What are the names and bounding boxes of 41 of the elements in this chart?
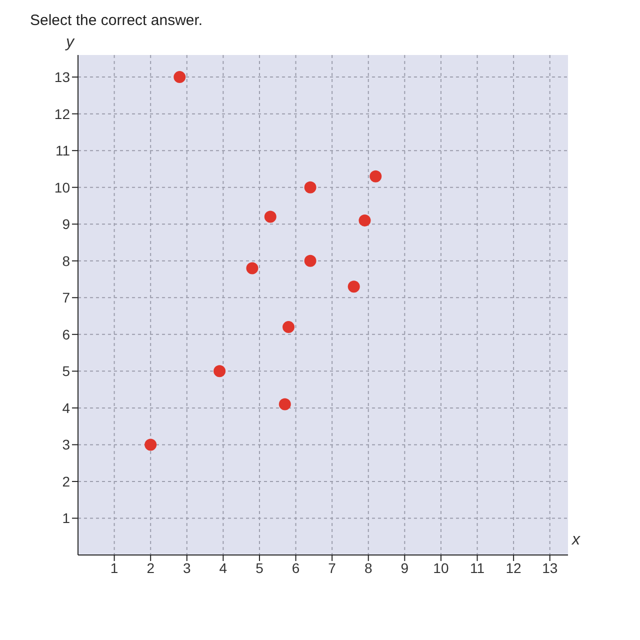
point <box>304 254 316 267</box>
y-axis-title: y <box>65 34 75 51</box>
x-tick-label: 12 <box>506 560 522 576</box>
point <box>348 280 360 293</box>
y-tick-label: 2 <box>62 473 70 490</box>
x-tick-label: 2 <box>146 560 155 576</box>
point <box>282 321 295 334</box>
x-tick-label: 10 <box>433 560 449 576</box>
point <box>144 438 157 451</box>
x-tick-label: 9 <box>400 560 409 576</box>
point <box>246 262 258 274</box>
point <box>264 210 276 223</box>
x-tick-label: 4 <box>219 560 228 576</box>
y-tick-label: 7 <box>62 290 70 306</box>
point <box>370 170 382 182</box>
x-tick-label: 6 <box>292 560 300 576</box>
x-tick-label: 8 <box>364 560 372 576</box>
x-axis-title: x <box>571 531 581 548</box>
y-tick-label: 9 <box>62 216 70 232</box>
y-tick-label: 8 <box>62 252 70 269</box>
y-tick-label: 3 <box>62 436 70 453</box>
point <box>358 214 371 226</box>
y-tick-label: 13 <box>54 69 70 86</box>
point <box>304 181 316 194</box>
x-tick-label: 1 <box>110 560 118 576</box>
point <box>278 398 291 410</box>
x-tick-label: 13 <box>542 560 558 576</box>
point <box>214 365 226 378</box>
y-tick-label: 10 <box>54 179 70 196</box>
y-tick-label: 12 <box>54 106 70 122</box>
point <box>174 71 186 84</box>
y-tick-label: 6 <box>62 326 70 342</box>
y-tick-label: 11 <box>55 142 70 159</box>
x-tick-label: 3 <box>182 560 191 576</box>
x-tick-label: 7 <box>328 560 336 576</box>
chart-title: Select the correct answer. <box>29 11 204 31</box>
x-tick-label: 5 <box>256 560 264 576</box>
y-tick-label: 1 <box>62 510 70 526</box>
y-tick-label: 4 <box>62 400 70 416</box>
y-tick-label: 5 <box>62 363 70 380</box>
x-tick-label: 11 <box>470 560 485 576</box>
